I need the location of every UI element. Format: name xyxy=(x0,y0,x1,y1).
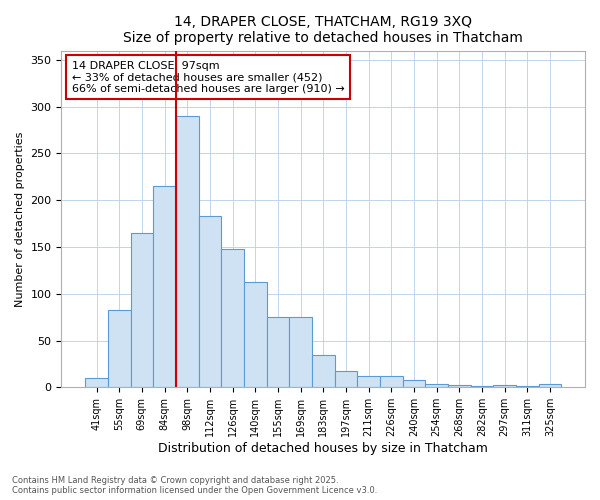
Bar xyxy=(221,249,244,388)
Bar xyxy=(244,282,266,388)
Bar xyxy=(516,386,539,388)
X-axis label: Distribution of detached houses by size in Thatcham: Distribution of detached houses by size … xyxy=(158,442,488,455)
Bar xyxy=(539,384,561,388)
Bar xyxy=(199,216,221,388)
Y-axis label: Number of detached properties: Number of detached properties xyxy=(15,132,25,306)
Text: 14 DRAPER CLOSE: 97sqm
← 33% of detached houses are smaller (452)
66% of semi-de: 14 DRAPER CLOSE: 97sqm ← 33% of detached… xyxy=(72,60,344,94)
Bar xyxy=(266,317,289,388)
Bar xyxy=(425,384,448,388)
Bar xyxy=(335,372,357,388)
Bar xyxy=(470,386,493,388)
Bar xyxy=(312,354,335,388)
Bar xyxy=(153,186,176,388)
Bar xyxy=(448,386,470,388)
Bar xyxy=(131,233,153,388)
Bar xyxy=(357,376,380,388)
Text: Contains HM Land Registry data © Crown copyright and database right 2025.
Contai: Contains HM Land Registry data © Crown c… xyxy=(12,476,377,495)
Bar xyxy=(289,317,312,388)
Bar xyxy=(380,376,403,388)
Title: 14, DRAPER CLOSE, THATCHAM, RG19 3XQ
Size of property relative to detached house: 14, DRAPER CLOSE, THATCHAM, RG19 3XQ Siz… xyxy=(123,15,523,45)
Bar xyxy=(85,378,108,388)
Bar xyxy=(176,116,199,388)
Bar xyxy=(108,310,131,388)
Bar xyxy=(493,386,516,388)
Bar xyxy=(403,380,425,388)
